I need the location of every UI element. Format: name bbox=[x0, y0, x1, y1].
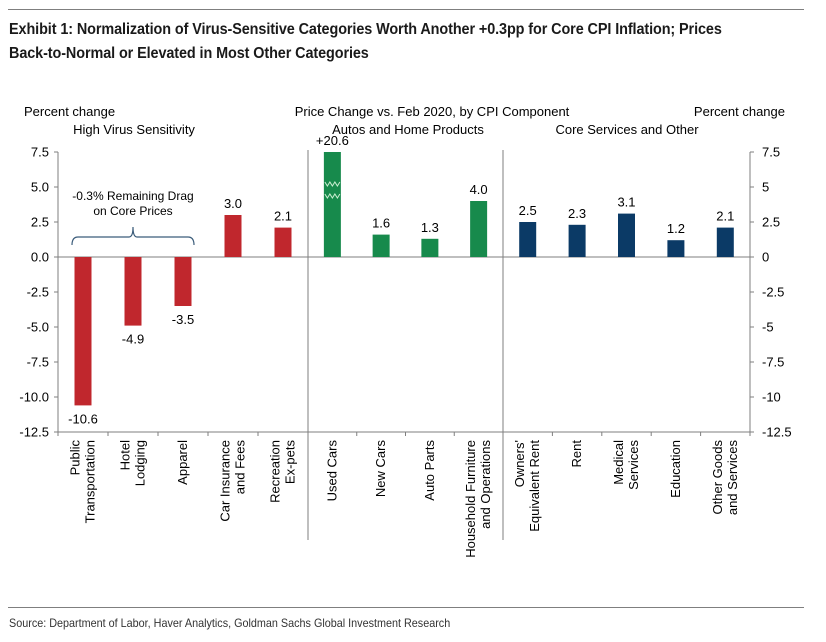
right-tick-label: -7.5 bbox=[762, 355, 784, 370]
category-label: Transportation bbox=[83, 440, 98, 523]
data-label: 4.0 bbox=[470, 182, 488, 197]
data-label: 1.3 bbox=[421, 220, 439, 235]
bottom-rule bbox=[8, 607, 804, 608]
bar-3 bbox=[224, 215, 242, 257]
category-label: Services bbox=[626, 440, 641, 490]
right-tick-label: 2.5 bbox=[762, 215, 780, 230]
data-label: 2.1 bbox=[274, 209, 292, 224]
category-label: Recreation bbox=[268, 440, 283, 503]
left-tick-label: 7.5 bbox=[31, 145, 49, 160]
bar-5 bbox=[323, 152, 341, 257]
top-rule bbox=[8, 9, 804, 10]
category-label: and Services bbox=[725, 440, 740, 516]
category-label: Public bbox=[68, 440, 83, 476]
category-label: Equivalent Rent bbox=[527, 440, 542, 532]
bar-4 bbox=[274, 227, 292, 257]
bar-1 bbox=[124, 257, 142, 326]
category-label: Rent bbox=[569, 440, 584, 468]
data-label: 3.1 bbox=[617, 195, 635, 210]
left-tick-label: -10.0 bbox=[19, 390, 49, 405]
group-label: Core Services and Other bbox=[555, 122, 699, 137]
data-label: 1.6 bbox=[372, 216, 390, 231]
left-tick-label: -12.5 bbox=[19, 425, 49, 440]
right-tick-label: -2.5 bbox=[762, 285, 784, 300]
category-label: Lodging bbox=[133, 440, 148, 486]
exhibit-title-line2: Back-to-Normal or Elevated in Most Other… bbox=[9, 45, 369, 62]
category-label: Auto Parts bbox=[422, 440, 437, 501]
category-label: and Operations bbox=[478, 440, 493, 529]
data-label: +20.6 bbox=[316, 133, 349, 148]
right-axis-label: Percent change bbox=[694, 104, 785, 119]
category-label: Used Cars bbox=[324, 440, 339, 502]
bar-12 bbox=[667, 240, 685, 257]
left-tick-label: -5.0 bbox=[27, 320, 49, 335]
chart-title: Price Change vs. Feb 2020, by CPI Compon… bbox=[295, 104, 570, 119]
bar-0 bbox=[74, 257, 92, 406]
category-label: Medical bbox=[611, 440, 626, 485]
category-label: New Cars bbox=[373, 440, 388, 498]
bar-7 bbox=[421, 238, 439, 257]
data-label: -3.5 bbox=[172, 312, 194, 327]
bar-8 bbox=[470, 201, 488, 257]
left-axis-label: Percent change bbox=[24, 104, 115, 119]
data-label: 3.0 bbox=[224, 196, 242, 211]
category-label: Education bbox=[668, 440, 683, 498]
data-label: 2.5 bbox=[519, 203, 537, 218]
category-label: Apparel bbox=[175, 440, 190, 485]
data-label: -10.6 bbox=[68, 411, 98, 426]
annotation-text-line1: -0.3% Remaining Drag bbox=[72, 189, 193, 203]
left-tick-label: -7.5 bbox=[27, 355, 49, 370]
right-tick-label: 0 bbox=[762, 250, 769, 265]
left-tick-label: -2.5 bbox=[27, 285, 49, 300]
cpi-bar-chart: Percent change Price Change vs. Feb 2020… bbox=[19, 104, 792, 558]
bar-13 bbox=[716, 227, 734, 257]
category-label: Owners' bbox=[512, 440, 527, 487]
group-label: Autos and Home Products bbox=[332, 122, 484, 137]
group-label: High Virus Sensitivity bbox=[73, 122, 195, 137]
category-label: and Fees bbox=[233, 440, 248, 495]
left-tick-label: 2.5 bbox=[31, 215, 49, 230]
right-tick-label: 5 bbox=[762, 180, 769, 195]
category-label: Ex-pets bbox=[283, 440, 298, 485]
exhibit-title: Exhibit 1: Normalization of Virus-Sensit… bbox=[9, 18, 753, 66]
bar-6 bbox=[372, 234, 390, 257]
bar-11 bbox=[618, 213, 635, 257]
data-label: 2.3 bbox=[568, 206, 586, 221]
right-tick-label: -10 bbox=[762, 390, 781, 405]
right-tick-label: -5 bbox=[762, 320, 774, 335]
annotation-bracket bbox=[71, 226, 195, 246]
data-label: 2.1 bbox=[716, 209, 734, 224]
left-tick-label: 5.0 bbox=[31, 180, 49, 195]
category-label: Hotel bbox=[118, 440, 133, 470]
axis-break-mark bbox=[324, 181, 341, 187]
category-label: Other Goods bbox=[710, 440, 725, 515]
source-note: Source: Department of Labor, Haver Analy… bbox=[9, 616, 451, 630]
exhibit-title-line1: Exhibit 1: Normalization of Virus-Sensit… bbox=[9, 21, 722, 38]
annotation-text-line2: on Core Prices bbox=[93, 204, 172, 218]
bar-2 bbox=[174, 257, 192, 306]
right-tick-label: 7.5 bbox=[762, 145, 780, 160]
axis-break-mark bbox=[324, 193, 341, 199]
data-label: -4.9 bbox=[122, 332, 144, 347]
bar-10 bbox=[568, 224, 586, 257]
category-label: Household Furniture bbox=[463, 440, 478, 558]
left-tick-label: 0.0 bbox=[31, 250, 49, 265]
category-label: Car Insurance bbox=[218, 440, 233, 522]
data-label: 1.2 bbox=[667, 221, 685, 236]
bar-9 bbox=[519, 222, 537, 257]
right-tick-label: -12.5 bbox=[762, 425, 792, 440]
